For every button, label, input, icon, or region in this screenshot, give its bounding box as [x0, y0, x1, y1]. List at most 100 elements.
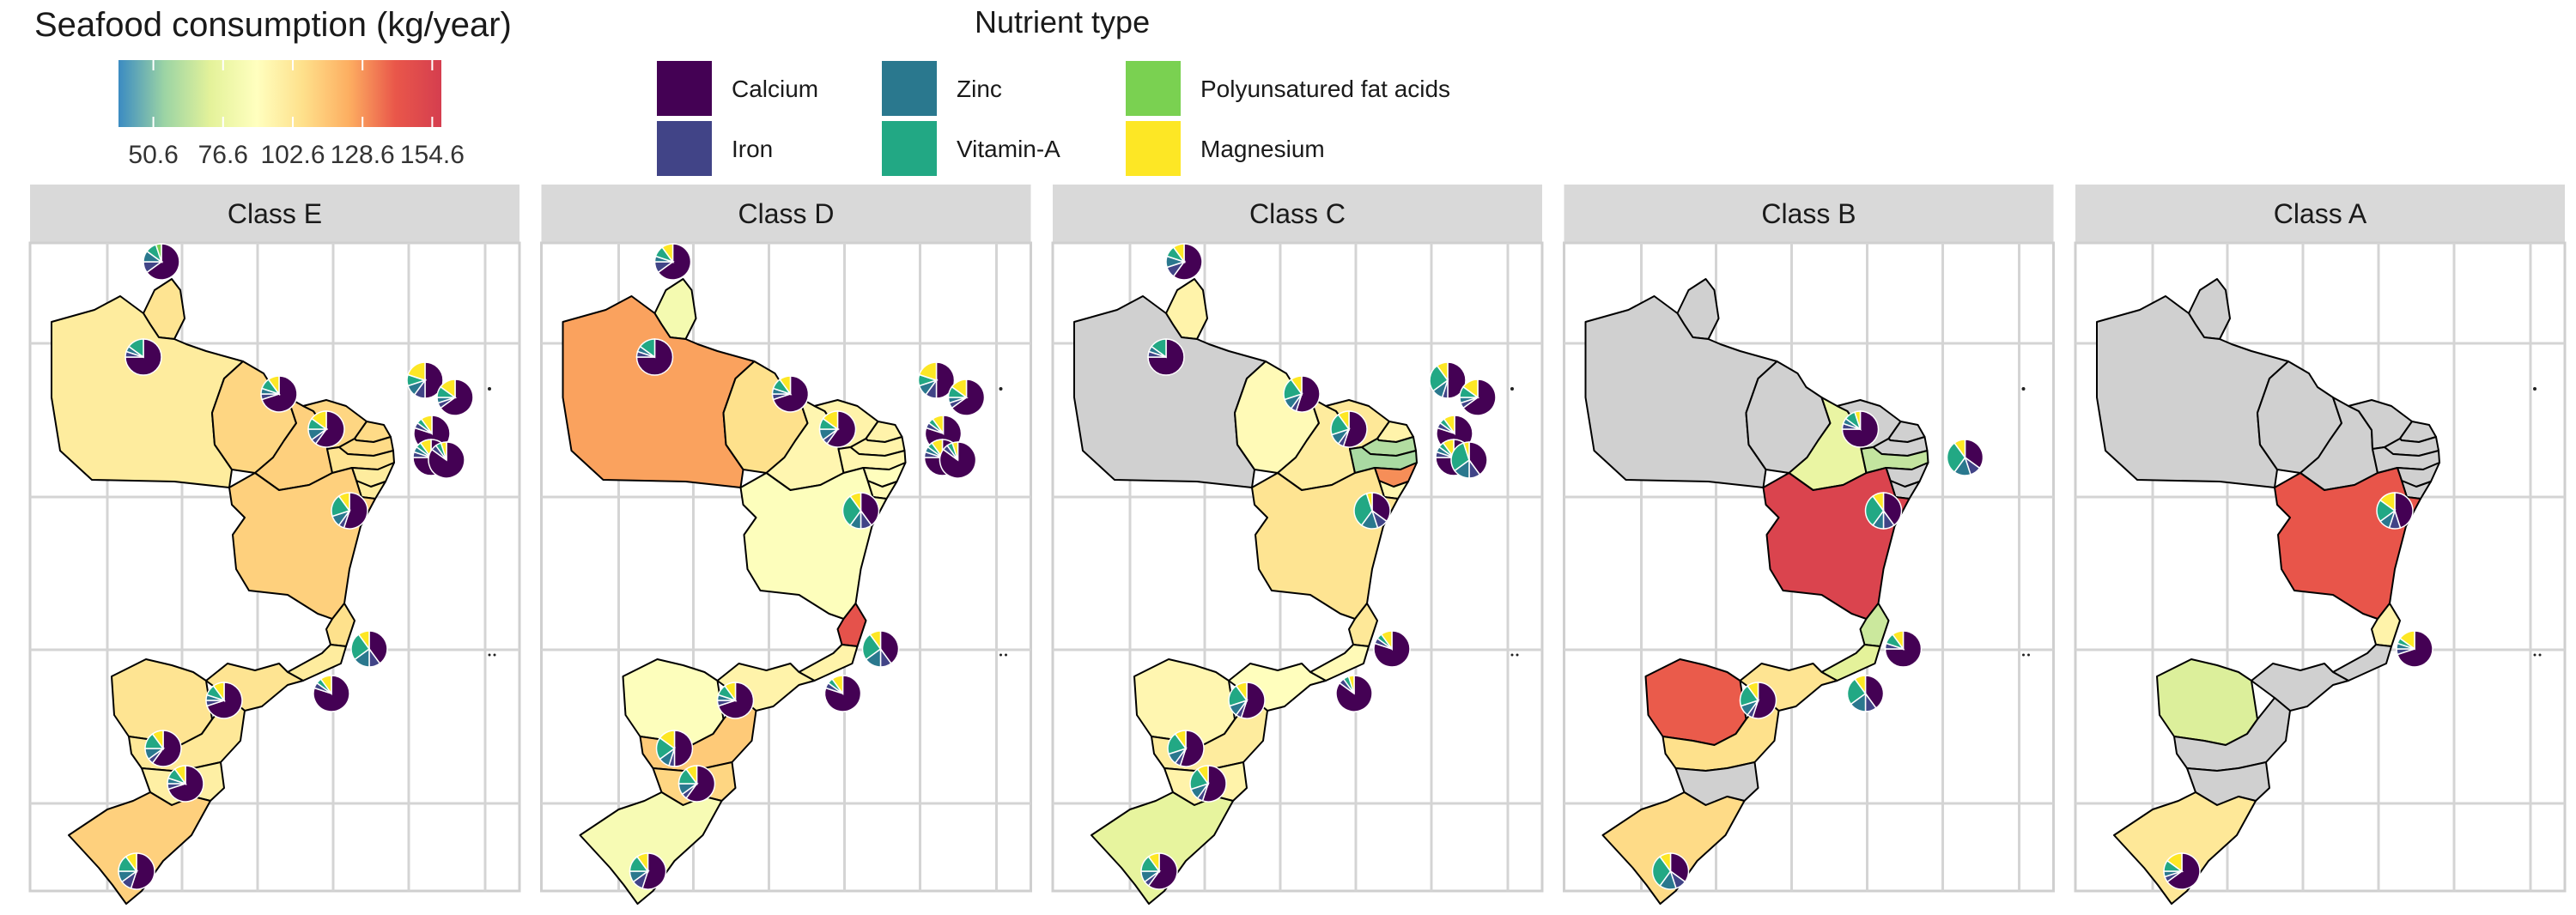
pie-chart-ap [1165, 243, 1203, 281]
pie-slice [407, 361, 426, 382]
pie-slice [419, 439, 432, 460]
pie-slice [822, 410, 839, 431]
pie-chart-al [1450, 441, 1488, 479]
pie-slice [1872, 492, 1885, 513]
facet-panel: Class D [540, 185, 1032, 905]
legend-item: Magnesium [1124, 119, 1325, 178]
pie-slice [1462, 441, 1470, 461]
island-mark [1510, 653, 1514, 657]
pie-slice [125, 852, 137, 874]
pie-slice [673, 730, 694, 767]
facet-strip [30, 185, 519, 243]
state-map [1584, 278, 2030, 905]
pie-slice [212, 682, 225, 703]
legend-item: Polyunsatured fat acids [1124, 59, 1450, 118]
facet-strip-label: Class D [738, 198, 834, 229]
pie-slice [1946, 441, 1966, 474]
pie-slice [1864, 675, 1885, 710]
island-mark [2533, 653, 2537, 657]
pie-slice [1443, 415, 1455, 436]
pie-chart-rs [1651, 852, 1690, 890]
pie-chart-es [350, 630, 388, 668]
legend-item: Calcium [655, 59, 818, 118]
state-map [2096, 278, 2542, 905]
pie-slice [440, 441, 447, 461]
pie-slice [951, 379, 968, 399]
pie-chart-es [861, 630, 900, 668]
pie-slice [685, 765, 698, 786]
pie-chart-ap [143, 243, 180, 281]
pie-slice [314, 410, 345, 448]
colorbar-tick-label: 102.6 [260, 141, 325, 169]
pie-slice [1147, 852, 1160, 874]
legend-label: Polyunsatured fat acids [1200, 76, 1450, 102]
pie-slice [1669, 852, 1690, 883]
pie-chart-pa [635, 338, 674, 376]
pie-slice [151, 730, 164, 751]
pie-slice [1196, 765, 1209, 786]
pie-slice [319, 675, 332, 696]
island-mark [2022, 653, 2025, 657]
pie-chart-sp [205, 682, 243, 719]
pie-slice [1147, 338, 1185, 376]
pie-slice [420, 415, 433, 436]
pie-chart-es [1373, 630, 1411, 668]
facet-strip-label: Class E [228, 198, 322, 229]
island-mark [493, 653, 496, 657]
pie-slice [1651, 855, 1672, 888]
island-mark [1516, 653, 1519, 657]
state-map [51, 243, 496, 905]
pie-slice [724, 682, 737, 703]
colorbar-legend: Seafood consumption (kg/year) 50.6 76.6 10… [34, 6, 512, 169]
pie-glyphs [118, 243, 474, 890]
pie-chart-pr [677, 765, 716, 803]
pie-chart-es [2396, 630, 2433, 668]
island-mark [2027, 653, 2030, 657]
pie-chart-pi [818, 410, 857, 448]
colorbar-tick-label: 76.6 [198, 141, 248, 169]
pie-slice [439, 379, 456, 399]
pie-slice [1347, 675, 1355, 694]
pie-chart-pi [1841, 410, 1880, 448]
pie-slice [1964, 439, 1984, 470]
pie-slice [1147, 852, 1178, 890]
pie-slice [951, 379, 986, 416]
pie-chart-rj [1335, 675, 1373, 712]
pie-chart-ma [260, 375, 298, 413]
pie-slice [1461, 379, 1497, 416]
pie-chart-rs [1140, 852, 1178, 890]
island-mark [488, 387, 491, 391]
pie-chart-al [428, 441, 465, 479]
pie-glyphs [1651, 410, 1984, 890]
legend-item: Vitamin-A [880, 119, 1060, 178]
pie-slice [1841, 410, 1880, 448]
state-region-rs [68, 791, 211, 905]
colorbar-title: Seafood consumption (kg/year) [34, 6, 512, 44]
nutrient-legend-title: Nutrient type [975, 4, 1150, 39]
pie-slice [1659, 852, 1672, 874]
pie-slice [1172, 243, 1185, 264]
pie-slice [155, 243, 162, 263]
pie-slice [2166, 852, 2183, 873]
state-region-rs [1091, 791, 1234, 905]
island-mark [2021, 387, 2026, 391]
legend-swatch [880, 59, 939, 118]
island-mark [488, 653, 491, 657]
island-mark [1510, 387, 1514, 391]
pie-slice [661, 243, 674, 264]
pie-slice [1380, 630, 1393, 651]
facet-panels: Class E Class D Class C Class B Class A [28, 185, 2567, 905]
pie-slice [337, 492, 350, 513]
pie-chart-ms [655, 730, 694, 767]
state-region-rj [798, 644, 859, 682]
pie-chart-pe [1946, 439, 1984, 476]
pie-slice [1442, 439, 1455, 460]
legend-label: Vitamin-A [957, 136, 1060, 162]
pie-chart-rs [629, 852, 667, 890]
legend-swatch [1124, 119, 1182, 178]
pie-chart-pi [307, 410, 345, 448]
pie-slice [779, 375, 792, 397]
facet-panel: Class C [1051, 185, 1544, 905]
pie-chart-rj [313, 675, 350, 712]
pie-glyphs [1140, 243, 1497, 890]
